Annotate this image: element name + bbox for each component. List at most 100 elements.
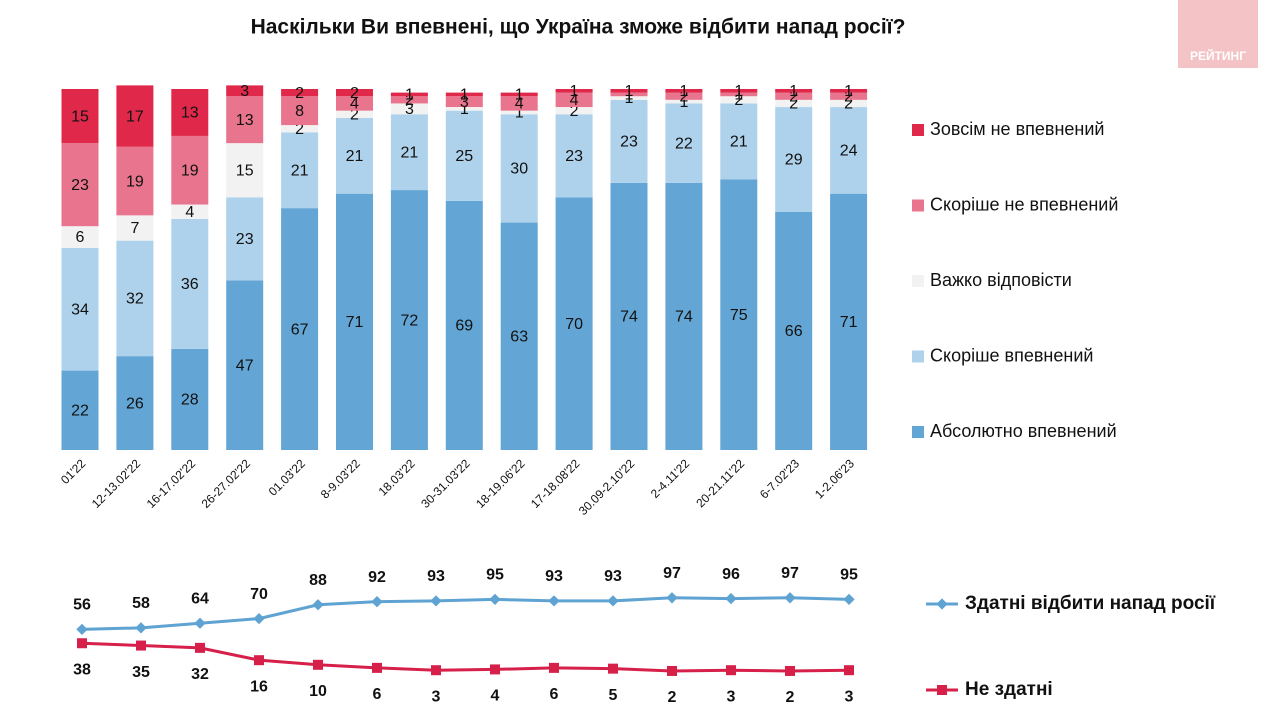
x-tick-label: 16-17.02'22 (144, 456, 199, 511)
bar-segment (665, 89, 703, 93)
data-label: 23 (71, 177, 89, 194)
bar-segment (500, 114, 538, 223)
marker (608, 663, 618, 674)
data-label: 21 (730, 134, 748, 151)
legend-marker (937, 685, 947, 695)
data-label: 22 (71, 403, 89, 420)
bar-segment (665, 182, 703, 451)
data-label: 2 (668, 689, 677, 706)
bar-segment (445, 200, 483, 450)
x-tick-label: 8-9.03'22 (318, 456, 363, 501)
data-label: 2 (844, 88, 853, 105)
line (81, 641, 850, 673)
data-label: 16 (250, 678, 268, 695)
bar-segment (720, 89, 758, 93)
bar-segment (336, 110, 373, 118)
x-tick-label: 18-19.06'22 (473, 456, 528, 511)
bar-segment (500, 110, 538, 115)
data-label: 26 (126, 395, 144, 412)
data-label: 2 (295, 121, 304, 138)
marker (76, 623, 88, 636)
data-label: 17 (126, 108, 144, 125)
bar-segment (500, 92, 538, 97)
bar-segment (61, 143, 99, 227)
bar-segment (610, 99, 648, 183)
x-tick-label: 2-4.11'22 (648, 456, 693, 501)
bar-segment (116, 85, 154, 147)
marker (666, 592, 678, 604)
data-label: 4 (350, 96, 359, 113)
data-label: 2 (786, 689, 795, 706)
data-label: 72 (401, 312, 419, 329)
legend-label: Зовсім не впевнений (930, 119, 1104, 139)
data-label: 1 (734, 87, 743, 104)
data-label: 69 (455, 318, 473, 335)
data-label: 2 (350, 106, 359, 123)
bar-segment (336, 96, 373, 111)
bar-segment (390, 103, 428, 115)
bar-segment (830, 193, 868, 450)
data-label: 21 (401, 144, 419, 161)
bar-segment (61, 226, 99, 248)
data-label: 7 (130, 220, 139, 237)
data-label: 4 (570, 92, 579, 109)
data-label: 95 (840, 567, 858, 584)
data-label: 1 (625, 90, 634, 107)
marker (135, 622, 147, 634)
bar-segment (171, 204, 209, 219)
bar-segment (116, 215, 154, 241)
bar-segment (720, 179, 758, 450)
legend-swatch (912, 124, 924, 136)
bar-segment (555, 89, 593, 93)
line (81, 596, 850, 631)
data-label: 2 (570, 103, 579, 120)
bar-segment (720, 92, 758, 97)
data-label: 1 (789, 83, 798, 100)
marker (195, 642, 205, 653)
data-label: 38 (73, 661, 91, 678)
data-label: 66 (785, 323, 803, 340)
bar-segment (775, 211, 813, 450)
bar-segment (610, 89, 648, 93)
bar-segment (830, 92, 868, 100)
data-label: 32 (126, 291, 144, 308)
bar-segment (830, 89, 868, 93)
bar-segment (665, 99, 703, 104)
bar-segment (116, 240, 154, 357)
data-label: 32 (191, 666, 209, 683)
bar-segment (226, 280, 264, 450)
data-label: 2 (844, 96, 853, 113)
data-label: 34 (71, 301, 89, 318)
data-label: 23 (620, 134, 638, 151)
legend-label: Важко відповісти (930, 270, 1072, 290)
data-label: 96 (722, 566, 740, 583)
data-label: 47 (236, 357, 254, 374)
marker (194, 617, 206, 629)
bar-segment (61, 370, 99, 450)
data-label: 6 (373, 686, 382, 703)
data-label: 70 (250, 586, 268, 603)
marker (667, 665, 677, 676)
data-label: 1 (679, 94, 688, 111)
legend-label: Скоріше впевнений (930, 345, 1093, 365)
data-label: 2 (295, 85, 304, 102)
data-label: 24 (840, 143, 858, 160)
data-label: 3 (240, 83, 249, 100)
data-label: 4 (185, 204, 194, 221)
bar-segment (171, 89, 209, 136)
data-label: 29 (785, 152, 803, 169)
bar-segment (555, 197, 593, 450)
x-tick-label: 01.03'22 (266, 456, 308, 498)
legend-swatch (912, 199, 924, 212)
bar-segment (390, 96, 428, 104)
marker (77, 638, 87, 649)
x-tick-label: 01'22 (58, 456, 89, 487)
x-tick-label: 18.03'22 (376, 456, 418, 498)
data-label: 35 (132, 664, 150, 681)
bar-segment (500, 222, 538, 450)
bar-segment (390, 190, 428, 450)
data-label: 2 (350, 85, 359, 102)
marker (371, 596, 383, 608)
data-label: 74 (675, 309, 693, 326)
